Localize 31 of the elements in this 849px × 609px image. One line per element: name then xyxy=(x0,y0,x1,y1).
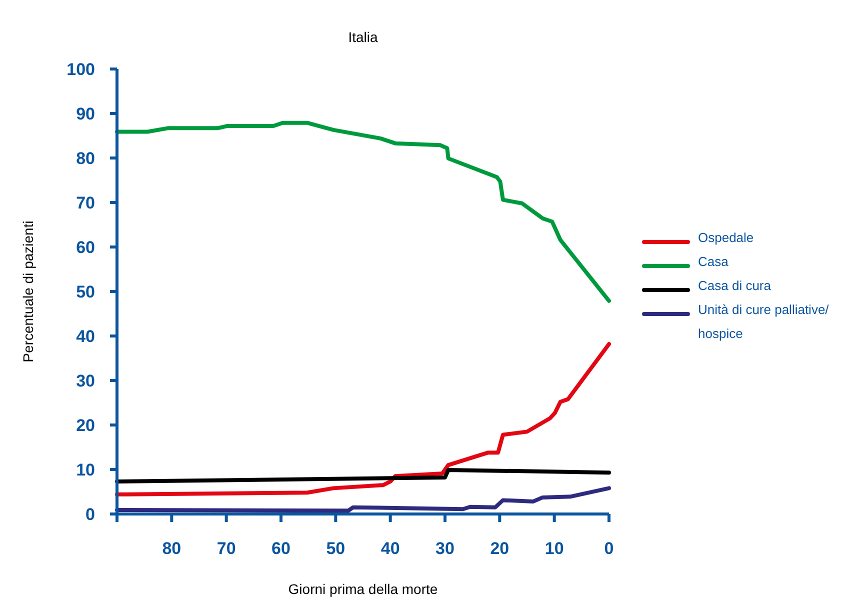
line-series xyxy=(115,468,611,484)
x-tick-label: 0 xyxy=(604,539,614,558)
legend-label: Casa xyxy=(698,254,730,269)
y-tick-label: 60 xyxy=(76,238,95,257)
y-tick-label: 10 xyxy=(76,460,95,480)
y-axis-title: Percentuale di pazienti xyxy=(20,220,36,362)
y-tick-label: 70 xyxy=(76,193,95,212)
x-tick-label: 40 xyxy=(380,539,400,558)
legend-label: Ospedale xyxy=(698,230,754,245)
x-tick-label: 60 xyxy=(272,539,290,558)
y-tick-label: 20 xyxy=(76,416,95,435)
x-tick-label: 80 xyxy=(162,539,182,558)
x-tick-label: 70 xyxy=(216,539,236,558)
x-tick-label: 20 xyxy=(490,539,510,558)
x-tick-label: 10 xyxy=(544,539,564,558)
y-tick-label: 80 xyxy=(76,148,95,168)
x-tick-label: 30 xyxy=(436,539,454,558)
chart-title: Italia xyxy=(348,29,378,45)
line-series xyxy=(115,342,611,496)
y-tick-label: 0 xyxy=(86,504,95,524)
line-series xyxy=(115,486,611,513)
legend-label: Casa di cura xyxy=(698,278,772,293)
y-tick-label: 50 xyxy=(76,282,95,302)
x-tick-label: 50 xyxy=(326,539,346,558)
line-series xyxy=(115,120,611,303)
x-axis-title: Giorni prima della morte xyxy=(288,581,438,597)
y-tick-label: 40 xyxy=(76,326,95,346)
y-tick-label: 90 xyxy=(76,104,95,124)
legend-label: Unità di cure palliative/ hospice xyxy=(698,302,830,341)
y-tick-label: 30 xyxy=(76,371,95,390)
y-tick-label: 100 xyxy=(66,60,95,79)
